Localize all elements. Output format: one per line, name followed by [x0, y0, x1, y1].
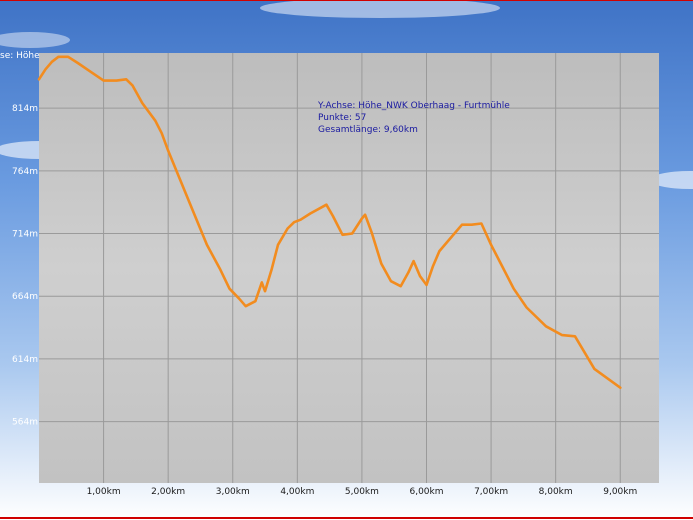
y-tick-label: 664m	[12, 292, 38, 302]
x-tick-label: 6,00km	[409, 487, 443, 497]
grid-lines	[39, 53, 659, 483]
x-tick-label: 1,00km	[87, 487, 121, 497]
x-axis-ticks: 1,00km 2,00km 3,00km 4,00km 5,00km 6,00km 7,00…	[87, 487, 638, 497]
x-tick-label: 4,00km	[280, 487, 314, 497]
x-tick-label: 7,00km	[474, 487, 508, 497]
x-tick-label: 8,00km	[539, 487, 573, 497]
x-tick-label: 9,00km	[603, 487, 637, 497]
annotation-title: Y-Achse: Höhe_NWK Oberhaag - Furtmühle	[317, 101, 510, 111]
y-tick-label: 814m	[12, 104, 38, 114]
cloud	[650, 171, 693, 189]
y-tick-label: 764m	[12, 167, 38, 177]
y-axis-title: se: Höhe	[0, 51, 40, 61]
x-tick-label: 3,00km	[216, 487, 250, 497]
y-tick-label: 614m	[12, 355, 38, 365]
annotation-points: Punkte: 57	[318, 113, 366, 123]
elevation-series-line	[37, 55, 622, 390]
x-tick-label: 2,00km	[151, 487, 185, 497]
y-tick-label: 714m	[12, 230, 38, 240]
cloud	[0, 32, 70, 48]
cloud	[260, 0, 500, 18]
y-tick-label: 564m	[12, 418, 38, 428]
window-border-bottom	[0, 517, 693, 519]
annotation-total-length: Gesamtlänge: 9,60km	[318, 125, 418, 135]
info-annotation: Y-Achse: Höhe_NWK Oberhaag - Furtmühle P…	[317, 101, 510, 135]
y-axis-ticks: 564m 614m 664m 714m 764m 814m	[12, 104, 38, 427]
window-border-top	[0, 0, 693, 1]
x-tick-label: 5,00km	[345, 487, 379, 497]
